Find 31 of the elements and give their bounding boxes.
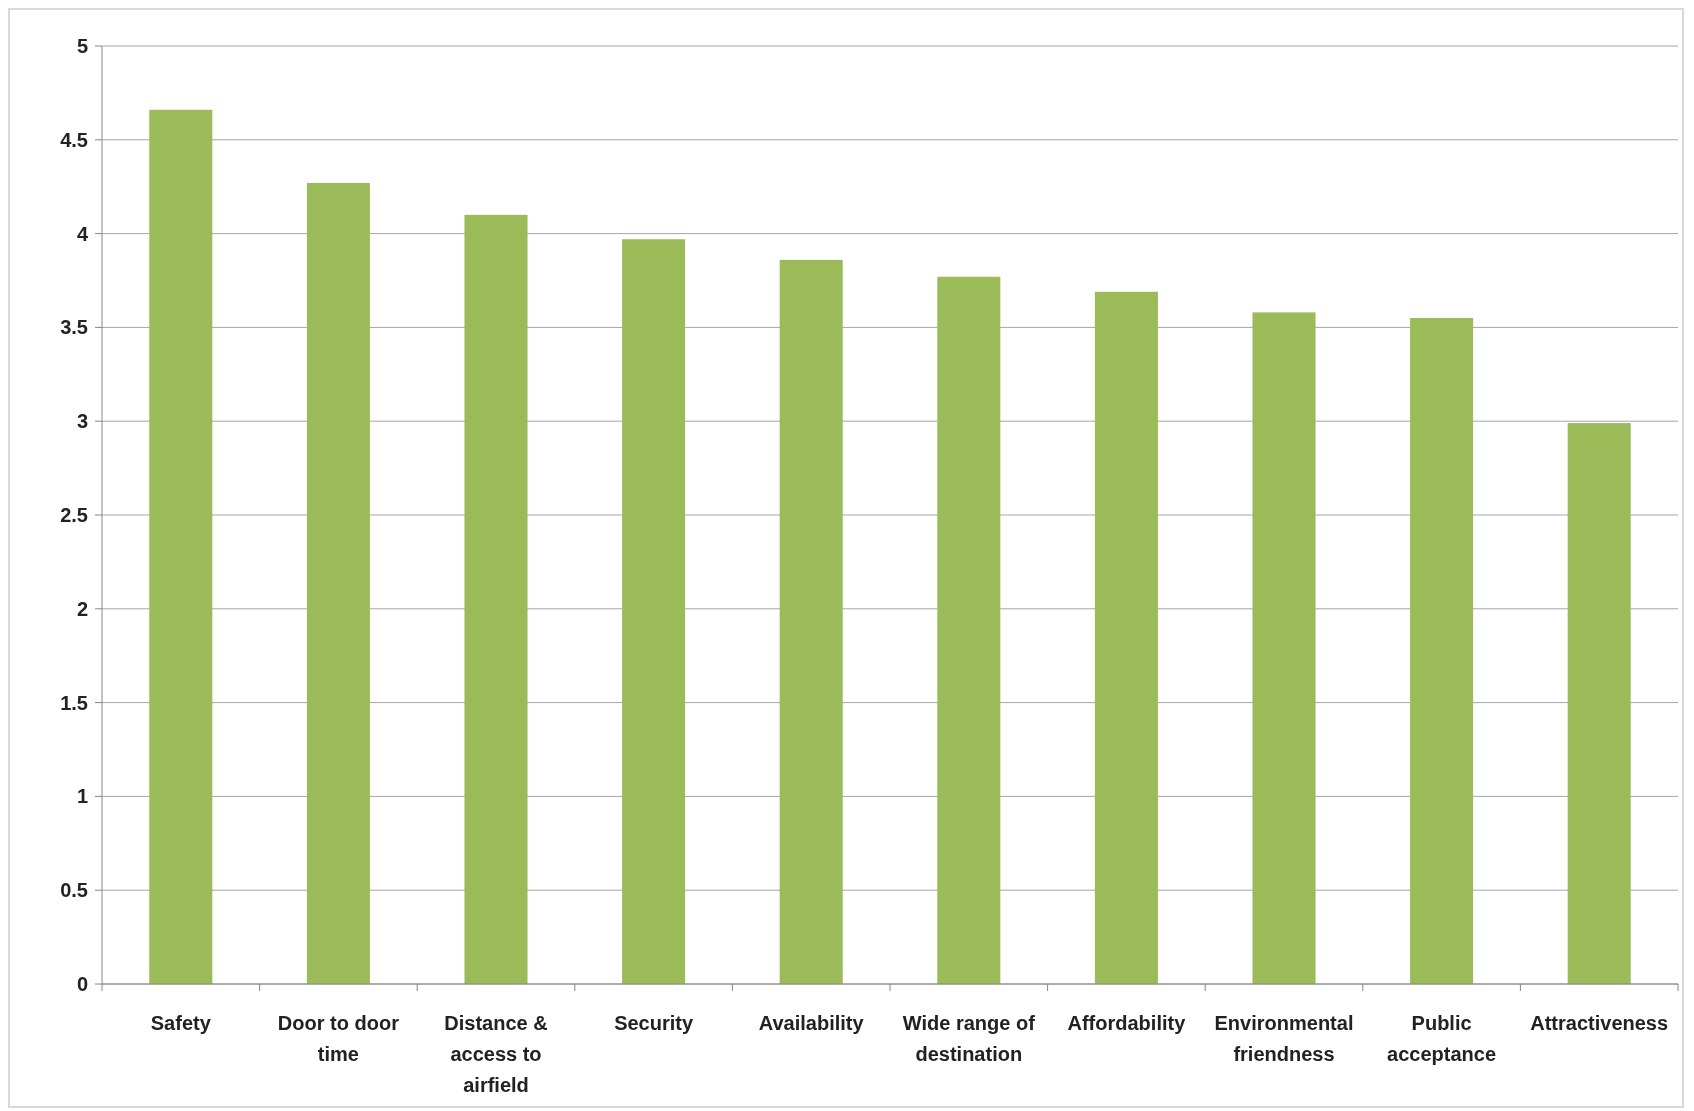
x-tick-label: Environmental friendness (1214, 1012, 1354, 1065)
x-tick-label: Wide range of destination (902, 1012, 1036, 1065)
bar (149, 109, 213, 984)
x-tick-label: Security (614, 1012, 694, 1034)
y-tick-label: 3 (76, 410, 88, 433)
bar (1252, 312, 1316, 984)
x-tick-label: Affordability (1067, 1012, 1187, 1034)
bar (937, 276, 1001, 984)
x-tick-label: Attractiveness (1530, 1012, 1669, 1034)
bar (1094, 291, 1158, 984)
bar (464, 214, 528, 984)
x-tick-label: Availability (758, 1012, 865, 1034)
y-tick-label: 1.5 (60, 691, 88, 714)
y-tick-label: 4 (76, 222, 89, 245)
y-tick-label: 1 (76, 785, 88, 808)
bar (1567, 423, 1631, 984)
bar (306, 182, 370, 984)
bar (622, 239, 686, 984)
x-tick-label: Public acceptance (1387, 1012, 1497, 1065)
bar (779, 259, 843, 984)
y-tick-label: 4.5 (60, 128, 88, 151)
y-tick-label: 3.5 (60, 316, 88, 339)
x-tick-label: Safety (150, 1012, 212, 1034)
bar (1410, 318, 1474, 984)
y-tick-label: 2 (76, 597, 88, 620)
y-tick-label: 2.5 (60, 504, 88, 526)
x-tick-label: Distance & access to airfield (444, 1012, 548, 1096)
x-tick-label: Door to door time (277, 1012, 400, 1065)
y-tick-label: 0.5 (60, 879, 88, 902)
y-tick-label: 0 (76, 973, 88, 995)
y-tick-label: 5 (76, 35, 88, 57)
